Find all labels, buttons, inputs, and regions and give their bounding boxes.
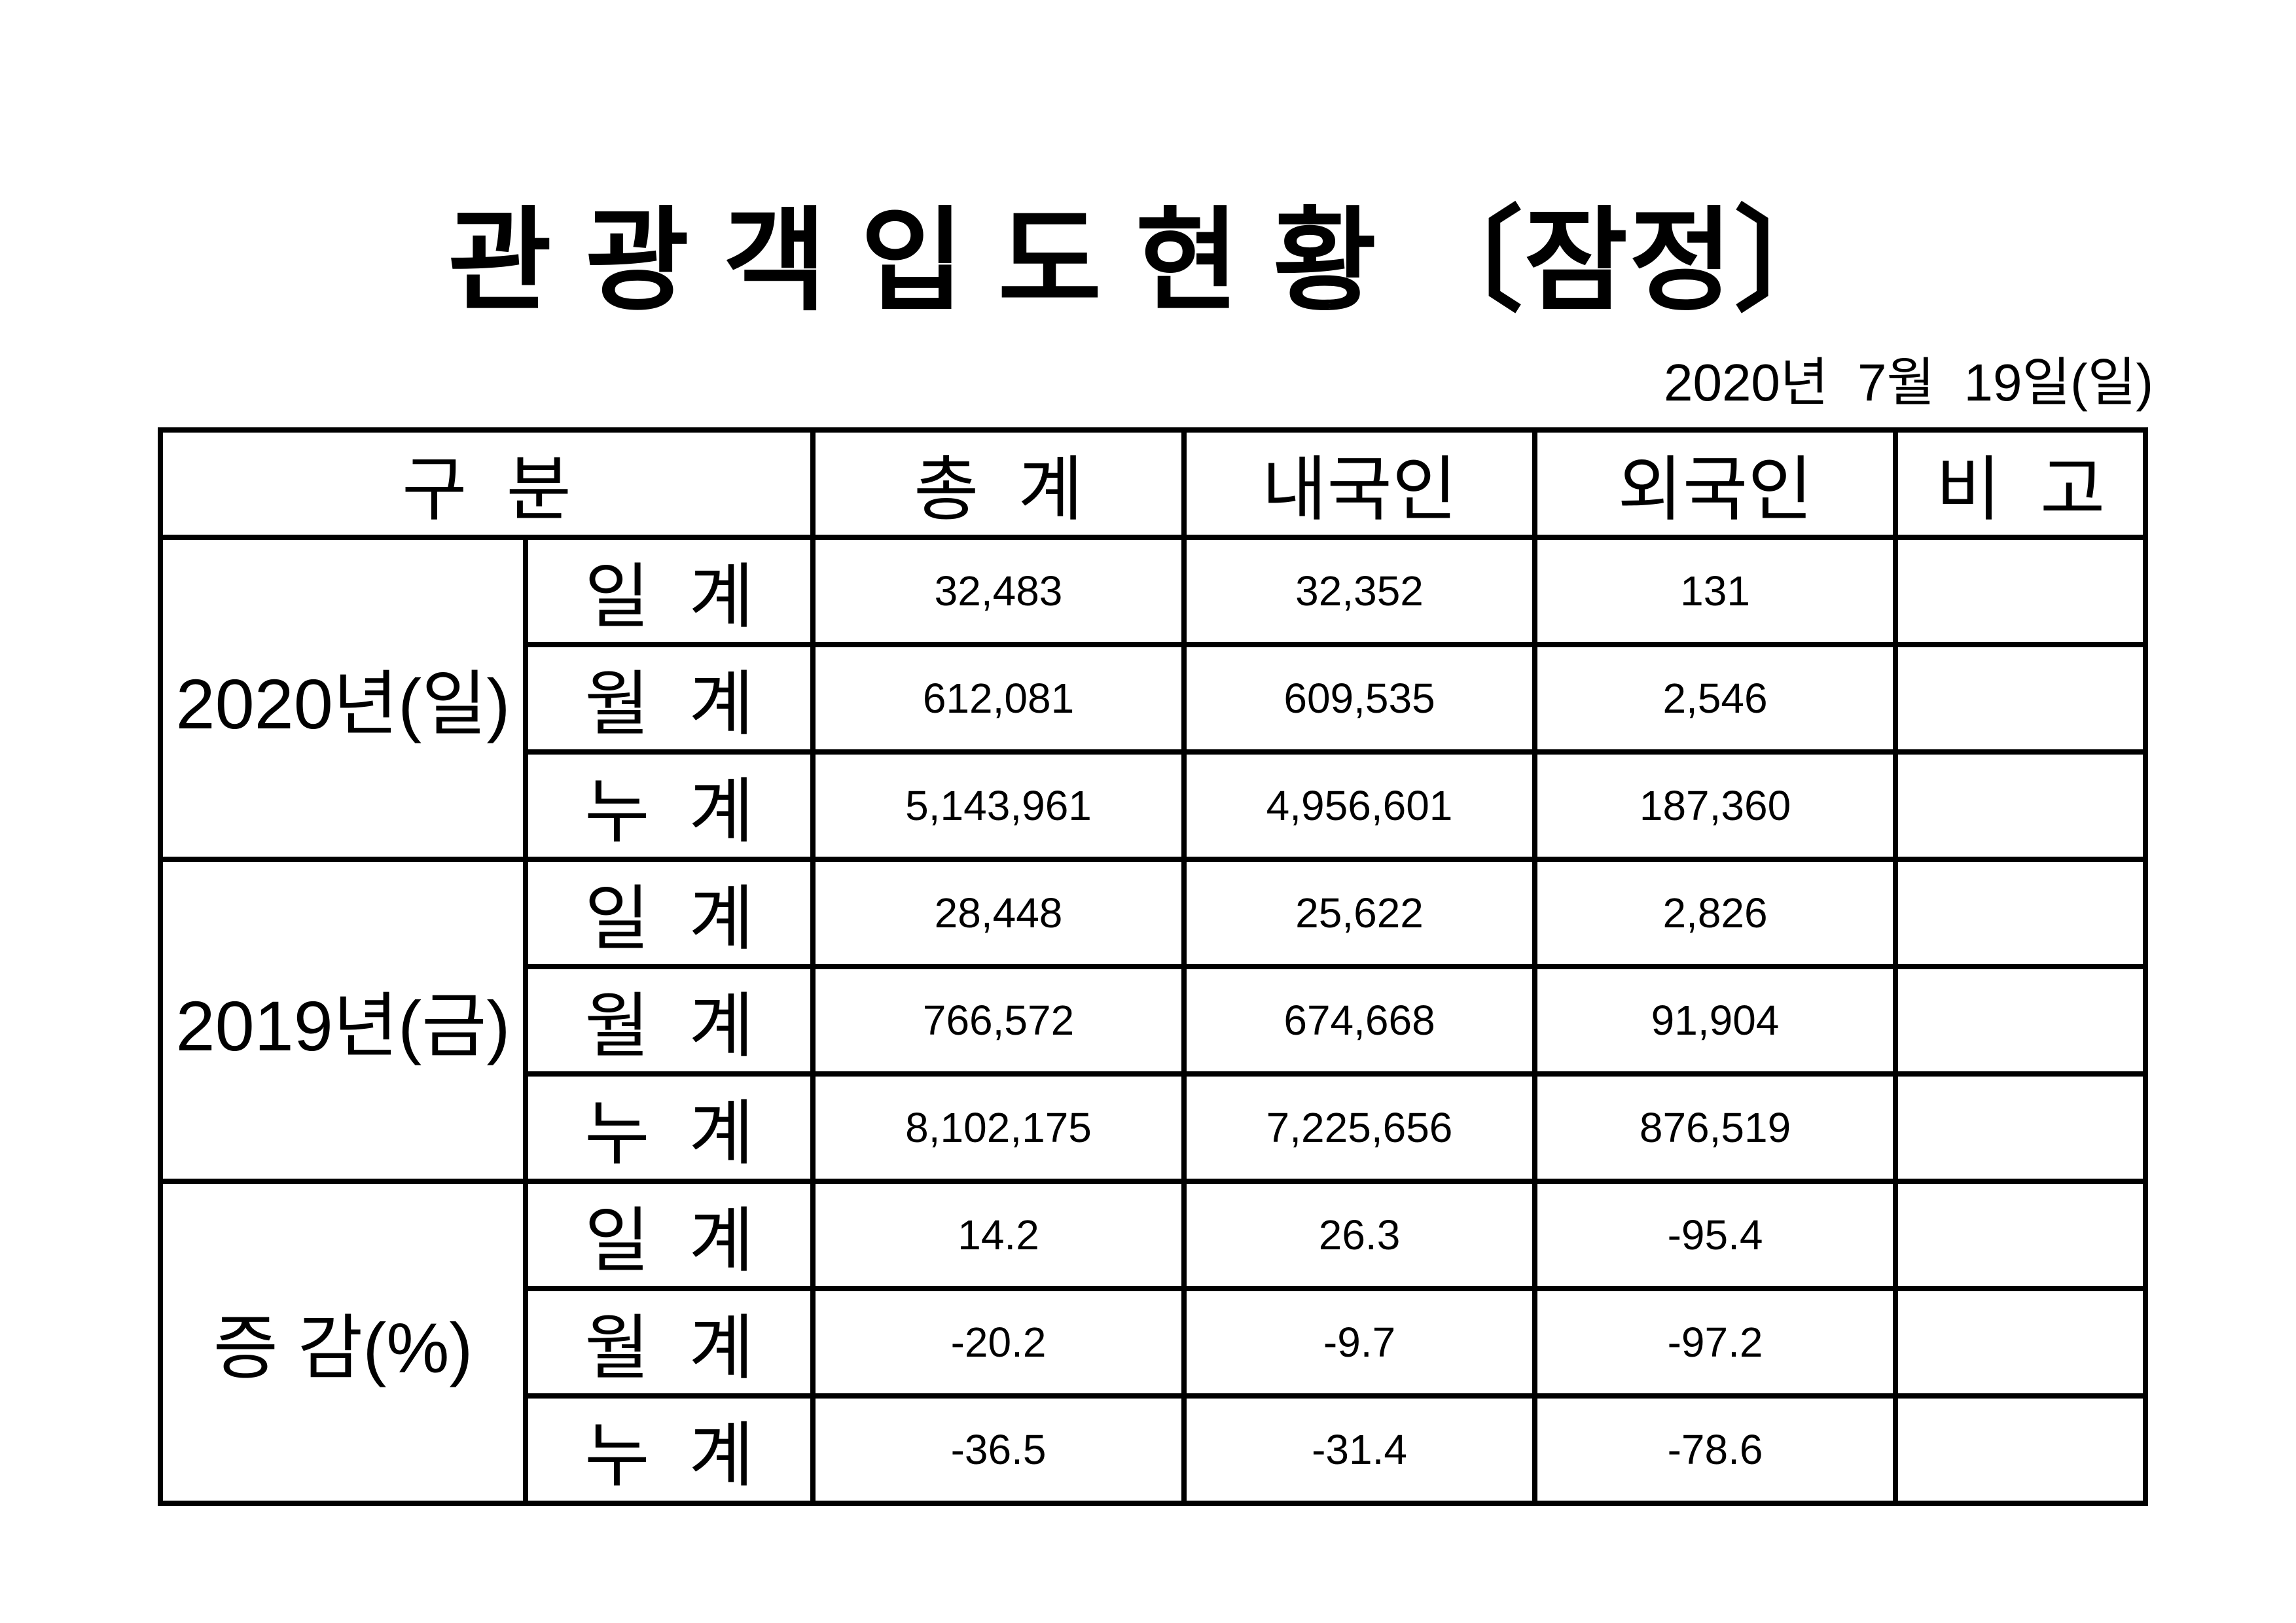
table-row: 누 계 5,143,961 4,956,601 187,360 [160,749,2149,862]
period-label-monthly: 월 계 [522,1286,816,1399]
header-domestic: 내국인 [1181,427,1538,540]
header-category: 구 분 [157,427,816,540]
tourist-arrivals-table: 구 분 총 계 내국인 외국인 비 고 2020년(일) 일 계 32,483 … [157,427,2149,1506]
table-row: 누 계 -36.5 -31.4 -78.6 [160,1393,2149,1506]
table-row: 누 계 8,102,175 7,225,656 876,519 [160,1071,2149,1184]
value-total: 8,102,175 [810,1071,1187,1184]
value-domestic: 674,668 [1181,964,1538,1077]
note-cell [1893,535,2149,647]
note-cell [1893,1286,2149,1399]
value-foreign: -97.2 [1532,1286,1899,1399]
table-row: 2020년(일) 일 계 32,483 32,352 131 [158,535,2149,862]
header-foreign: 외국인 [1532,427,1899,540]
period-label-cumulative: 누 계 [522,749,816,862]
value-foreign: 187,360 [1532,749,1899,862]
period-label-monthly: 월 계 [522,642,816,755]
page-title: 관 광 객 입 도 현 황 〔잠정〕 [448,198,1848,324]
period-label-cumulative: 누 계 [522,1393,816,1506]
group-label-2020: 2020년(일) [158,535,528,862]
value-domestic: -31.4 [1181,1393,1538,1506]
note-cell [1893,1179,2149,1291]
group-label-2019: 2019년(금) [158,857,528,1184]
period-label-cumulative: 누 계 [522,1071,816,1184]
note-cell [1893,964,2149,1077]
value-foreign: 131 [1532,535,1899,647]
header-row: 구 분 총 계 내국인 외국인 비 고 [157,427,2149,540]
value-total: 14.2 [810,1179,1187,1291]
period-label-monthly: 월 계 [522,964,816,1077]
value-domestic: 7,225,656 [1181,1071,1538,1184]
value-foreign: 876,519 [1532,1071,1899,1184]
value-foreign: 91,904 [1532,964,1899,1077]
value-domestic: 25,622 [1181,857,1538,969]
value-total: 612,081 [810,642,1187,755]
table-row: 월 계 -20.2 -9.7 -97.2 [160,1286,2149,1399]
value-foreign: 2,546 [1532,642,1899,755]
table-row: 월 계 766,572 674,668 91,904 [160,964,2149,1077]
value-domestic: 609,535 [1181,642,1538,755]
note-cell [1893,749,2149,862]
note-cell [1893,1393,2149,1506]
note-cell [1893,642,2149,755]
table-row: 2019년(금) 일 계 28,448 25,622 2,826 [158,857,2149,1184]
value-domestic: 26.3 [1181,1179,1538,1291]
value-total: -20.2 [810,1286,1187,1399]
note-cell [1893,1071,2149,1184]
value-domestic: 4,956,601 [1181,749,1538,862]
header-total: 총 계 [810,427,1187,540]
value-domestic: -9.7 [1181,1286,1538,1399]
value-total: 766,572 [810,964,1187,1077]
note-cell [1893,857,2149,969]
value-foreign: -95.4 [1532,1179,1899,1291]
header-note: 비 고 [1893,427,2149,540]
value-total: 32,483 [810,535,1187,647]
value-total: 5,143,961 [810,749,1187,862]
value-total: 28,448 [810,857,1187,969]
period-label-daily: 일 계 [522,857,816,969]
report-date: 2020년 7월 19일(일) [1663,353,2153,412]
group-label-change: 증 감(%) [158,1179,528,1506]
table-row: 증 감(%) 일 계 14.2 26.3 -95.4 [158,1179,2149,1506]
value-foreign: -78.6 [1532,1393,1899,1506]
period-label-daily: 일 계 [522,1179,816,1291]
value-foreign: 2,826 [1532,857,1899,969]
value-domestic: 32,352 [1181,535,1538,647]
table-row: 월 계 612,081 609,535 2,546 [160,642,2149,755]
value-total: -36.5 [810,1393,1187,1506]
period-label-daily: 일 계 [522,535,816,647]
